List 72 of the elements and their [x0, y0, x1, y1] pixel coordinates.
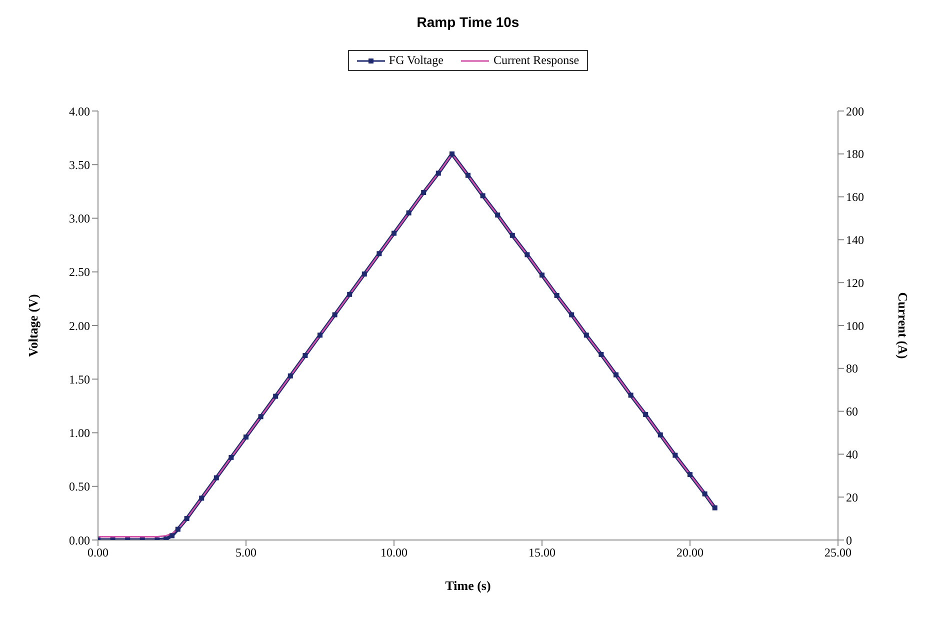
y-tick-label: 2.50	[69, 265, 90, 280]
point	[510, 232, 515, 238]
point	[288, 373, 293, 378]
point	[421, 190, 426, 196]
point	[273, 394, 278, 399]
y2-tick-label: 40	[846, 447, 858, 462]
point	[199, 496, 204, 501]
point	[643, 412, 648, 418]
point	[628, 392, 634, 398]
y2-axis-title: Current (A)	[895, 292, 910, 359]
y-tick-label: 2.00	[69, 318, 90, 333]
point	[376, 251, 382, 256]
y-axis-title: Voltage (V)	[26, 294, 41, 357]
point	[466, 172, 470, 178]
point	[164, 536, 169, 540]
point	[480, 193, 486, 198]
point	[228, 454, 234, 460]
y-tick-label: 1.00	[69, 426, 90, 440]
y2-tick-label: 160	[846, 190, 864, 204]
point	[495, 212, 500, 218]
point	[450, 151, 455, 156]
point	[175, 526, 180, 532]
point	[244, 434, 248, 440]
y2-tick-label: 180	[846, 147, 864, 162]
point	[540, 272, 544, 278]
x-tick-label: 0.00	[88, 546, 108, 560]
y-tick-label: 3.50	[69, 158, 90, 172]
x-tick-label: 15.00	[528, 546, 556, 560]
point	[524, 252, 530, 258]
point	[184, 516, 190, 522]
x-axis-title: Time (s)	[445, 578, 491, 593]
x-tick-label: 5.00	[236, 546, 256, 560]
point	[584, 332, 589, 338]
y2-tick-label: 200	[846, 104, 864, 118]
point	[712, 505, 718, 510]
point	[436, 170, 441, 176]
chart-title: Ramp Time 10s	[416, 14, 520, 32]
x-tick-label: 20.00	[676, 546, 704, 560]
point	[392, 230, 396, 236]
point	[347, 292, 352, 297]
y2-tick-label: 140	[846, 232, 864, 247]
point	[258, 414, 264, 420]
point	[362, 272, 367, 277]
y-tick-label: 1.50	[69, 372, 90, 386]
point	[688, 472, 692, 478]
legend-label: Current Response	[492, 53, 580, 68]
point	[598, 352, 604, 357]
y2-tick-label: 120	[846, 276, 864, 290]
point	[214, 475, 219, 480]
y2-tick-label: 100	[846, 318, 864, 333]
x-tick-label: 25.00	[824, 546, 852, 560]
point	[569, 312, 574, 318]
point	[406, 210, 412, 216]
y2-tick-label: 20	[846, 490, 858, 504]
legend-label: FG Voltage	[388, 53, 444, 68]
y-tick-label: 0.50	[69, 480, 90, 494]
point	[302, 353, 308, 358]
y2-tick-label: 80	[846, 362, 858, 376]
point	[658, 432, 663, 438]
y2-tick-label: 60	[846, 404, 858, 419]
point	[332, 312, 338, 318]
x-tick-label: 10.00	[380, 546, 408, 560]
y-tick-label: 3.00	[69, 212, 90, 226]
y2-tick-label: 0	[846, 533, 852, 548]
point	[702, 491, 708, 496]
point	[170, 533, 174, 538]
point	[554, 292, 560, 298]
y-tick-label: 0.00	[69, 533, 90, 548]
point	[672, 452, 678, 458]
point	[614, 372, 618, 378]
y-tick-label: 4.00	[69, 104, 90, 118]
point	[318, 332, 322, 338]
